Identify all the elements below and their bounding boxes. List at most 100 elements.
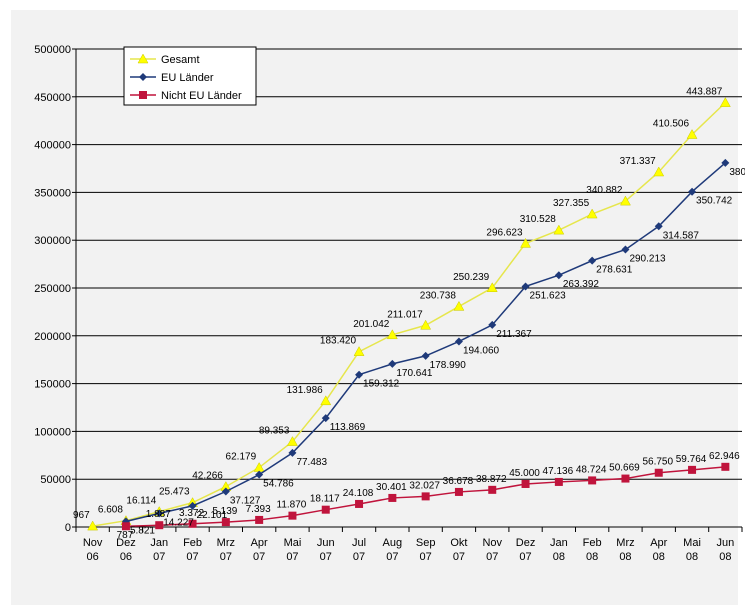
legend-label: EU Länder (161, 72, 214, 84)
series-1-point (454, 337, 463, 346)
series-2-point (355, 499, 364, 508)
series-1-point (321, 414, 330, 423)
series-1-point (288, 448, 297, 457)
data-label-series-0: 371.337 (620, 156, 657, 167)
data-label-series-2: 45.000 (509, 468, 540, 479)
series-2-point (255, 515, 264, 524)
data-label-series-0: 410.506 (653, 119, 690, 130)
data-label-series-0: 211.017 (387, 309, 423, 320)
data-label-series-1: 211.367 (496, 329, 532, 340)
series-0-point (420, 319, 432, 330)
x-tick-label-year: 07 (153, 551, 165, 563)
data-label-series-0: 201.042 (353, 319, 390, 330)
series-2-point (188, 519, 197, 528)
data-label-series-0: 62.179 (226, 452, 257, 463)
data-label-series-1: 194.060 (463, 345, 500, 356)
x-tick-label-month: Dez (516, 537, 536, 549)
data-label-series-2: 32.027 (409, 480, 440, 491)
series-1-point (488, 320, 497, 329)
x-tick-label-year: 07 (253, 551, 265, 563)
x-tick-label-month: Okt (450, 537, 467, 549)
series-0-point (520, 237, 531, 248)
x-tick-label-month: Apr (650, 537, 667, 549)
series-1-point (554, 271, 563, 280)
x-tick-label-month: Mrz (217, 537, 235, 549)
data-label-series-0: 131.986 (287, 385, 324, 396)
legend-marker (137, 53, 149, 64)
series-0-point (719, 97, 731, 107)
data-label-series-1: 159.312 (363, 379, 400, 390)
x-tick-label-month: Dez (116, 537, 136, 549)
x-tick-label-month: Mai (284, 537, 302, 549)
data-label-series-0: 967 (73, 510, 90, 521)
series-1-point (654, 222, 663, 231)
series-1-point (521, 282, 530, 291)
data-label-series-2: 38.872 (476, 474, 507, 485)
series-2-point (488, 485, 497, 494)
y-tick-label: 350000 (34, 187, 71, 199)
data-label-series-2: 36.678 (443, 476, 474, 487)
series-0-point (686, 129, 698, 139)
series-2-point (654, 468, 663, 477)
data-label-series-0: 6.608 (98, 505, 123, 516)
series-1-point (255, 470, 264, 479)
x-tick-label-month: Jun (317, 537, 335, 549)
y-tick-label: 250000 (34, 283, 71, 295)
x-tick-label-year: 08 (619, 551, 631, 563)
data-label-series-0: 89.353 (259, 426, 290, 437)
data-label-series-2: 48.724 (576, 464, 607, 475)
series-0-point (386, 329, 398, 340)
x-tick-label-year: 08 (553, 551, 565, 563)
data-label-series-1: 14.227 (163, 517, 194, 528)
data-label-series-0: 443.887 (686, 87, 723, 98)
series-2-point (155, 521, 164, 530)
y-tick-label: 50000 (40, 474, 71, 486)
series-0-point (453, 300, 465, 311)
series-2-point (721, 462, 730, 471)
x-tick-label-year: 07 (353, 551, 365, 563)
x-tick-label-month: Feb (583, 537, 602, 549)
data-label-series-1: 5.821 (130, 525, 155, 536)
data-label-series-1: 54.786 (263, 479, 294, 490)
data-label-series-1: 251.623 (530, 290, 567, 301)
data-label-series-2: 11.870 (277, 500, 307, 511)
series-1-point (621, 245, 630, 254)
series-2-point (321, 505, 330, 514)
series-1-point (155, 509, 164, 518)
series-2-point (621, 474, 630, 483)
data-label-series-1: 170.641 (396, 368, 433, 379)
x-tick-label-month: Aug (383, 537, 403, 549)
series-2-point (554, 477, 563, 486)
data-label-series-0: 230.738 (420, 290, 457, 301)
data-label-series-1: 178.990 (430, 360, 467, 371)
data-label-series-2: 7.393 (246, 504, 271, 515)
series-0-point (586, 208, 598, 219)
series-0-point (320, 395, 332, 406)
x-tick-label-month: Jul (352, 537, 366, 549)
data-label-series-0: 340.882 (586, 185, 623, 196)
data-label-series-0: 42.266 (192, 471, 223, 482)
data-label-series-0: 183.420 (320, 336, 357, 347)
series-0-point (287, 436, 298, 446)
legend-label: Nicht EU Länder (161, 90, 242, 102)
data-label-series-1: 22.101 (197, 510, 228, 521)
data-label-series-1: 278.631 (596, 265, 633, 276)
x-tick-label-month: Jan (150, 537, 168, 549)
data-label-series-2: 47.136 (543, 466, 574, 477)
series-2-point (521, 479, 530, 488)
series-1-point (188, 501, 197, 510)
data-label-series-2: 787 (117, 530, 134, 541)
series-0-point (353, 346, 365, 356)
data-label-series-2: 1.887 (146, 509, 171, 520)
data-label-series-1: 263.392 (563, 279, 600, 290)
x-tick-label-month: Feb (183, 537, 202, 549)
data-label-series-0: 327.355 (553, 198, 590, 209)
x-tick-label-year: 07 (486, 551, 498, 563)
x-tick-label-month: Apr (251, 537, 268, 549)
data-label-series-1: 380.941 (729, 167, 745, 178)
y-tick-label: 200000 (34, 331, 71, 343)
series-2-point (388, 493, 397, 502)
series-line-0 (92, 102, 726, 527)
x-tick-label-year: 07 (220, 551, 232, 563)
